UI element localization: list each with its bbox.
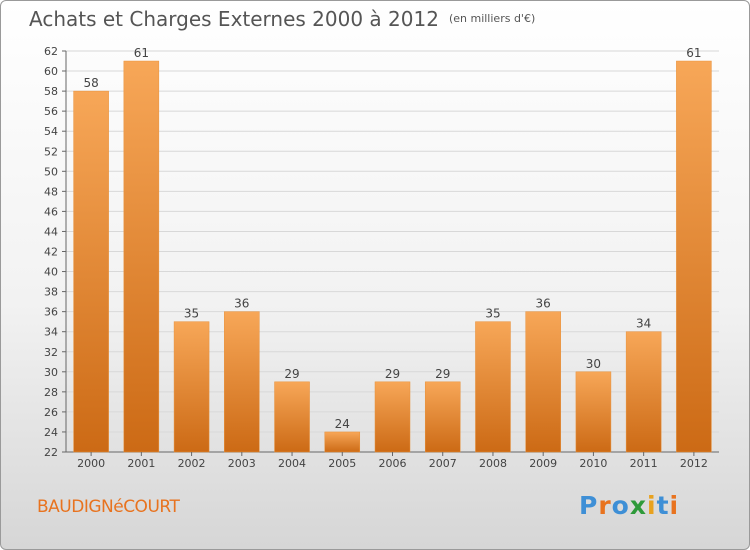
data-label: 34 bbox=[636, 317, 651, 331]
logo-letter: i bbox=[669, 491, 680, 520]
logo-letter: t bbox=[656, 491, 670, 520]
data-label: 36 bbox=[536, 297, 551, 311]
title-unit: (en milliers d'€) bbox=[448, 12, 536, 25]
proxiti-logo: Proxiti bbox=[579, 491, 679, 520]
bar bbox=[224, 311, 260, 453]
x-tick-label: 2012 bbox=[680, 457, 708, 470]
y-tick-label: 26 bbox=[44, 406, 58, 419]
y-tick-label: 62 bbox=[44, 45, 58, 58]
bar bbox=[324, 431, 361, 453]
bar bbox=[625, 331, 662, 453]
data-label: 35 bbox=[485, 307, 500, 321]
bar bbox=[274, 381, 310, 453]
data-label: 29 bbox=[435, 367, 450, 381]
y-tick-label: 42 bbox=[44, 246, 58, 259]
logo-letter: P bbox=[579, 491, 599, 520]
logo-letter: o bbox=[611, 491, 630, 520]
data-label: 61 bbox=[686, 46, 701, 60]
data-label: 35 bbox=[184, 307, 199, 321]
x-tick-label: 2008 bbox=[479, 457, 507, 470]
y-tick-label: 30 bbox=[44, 366, 58, 379]
bar bbox=[73, 90, 109, 453]
y-tick-label: 28 bbox=[44, 386, 58, 399]
data-label: 29 bbox=[385, 367, 400, 381]
city-name: BAUDIGNéCOURT bbox=[37, 497, 180, 517]
x-tick-label: 2011 bbox=[630, 457, 658, 470]
bar bbox=[374, 381, 411, 453]
bar bbox=[424, 381, 461, 453]
logo-letter: i bbox=[647, 491, 657, 520]
y-tick-label: 56 bbox=[44, 105, 58, 118]
y-tick-label: 44 bbox=[44, 225, 58, 238]
y-tick-label: 34 bbox=[44, 326, 58, 339]
y-tick-label: 36 bbox=[44, 306, 58, 319]
bar bbox=[475, 321, 511, 453]
y-tick-label: 48 bbox=[44, 185, 58, 198]
bar bbox=[123, 60, 160, 453]
data-label: 58 bbox=[83, 76, 98, 90]
y-tick-label: 24 bbox=[44, 426, 58, 439]
bar bbox=[525, 311, 561, 453]
y-tick-label: 38 bbox=[44, 286, 58, 299]
x-tick-label: 2004 bbox=[278, 457, 306, 470]
chart-title: Achats et Charges Externes 2000 à 2012 (e… bbox=[29, 7, 535, 31]
x-tick-label: 2006 bbox=[379, 457, 407, 470]
y-tick-label: 40 bbox=[44, 266, 58, 279]
x-tick-label: 2000 bbox=[77, 457, 105, 470]
y-tick-label: 52 bbox=[44, 145, 58, 158]
data-label: 29 bbox=[284, 367, 299, 381]
data-label: 36 bbox=[234, 297, 249, 311]
data-label: 24 bbox=[335, 417, 350, 431]
x-tick-label: 2003 bbox=[228, 457, 256, 470]
x-tick-label: 2005 bbox=[328, 457, 356, 470]
y-tick-label: 50 bbox=[44, 165, 58, 178]
x-tick-label: 2007 bbox=[429, 457, 457, 470]
bar bbox=[575, 371, 612, 453]
data-label: 61 bbox=[134, 46, 149, 60]
x-tick-label: 2009 bbox=[529, 457, 557, 470]
logo-letter: x bbox=[629, 491, 647, 520]
x-tick-label: 2002 bbox=[178, 457, 206, 470]
title-main: Achats et Charges Externes 2000 à 2012 bbox=[29, 7, 439, 31]
y-tick-label: 60 bbox=[44, 65, 58, 78]
bar bbox=[676, 60, 712, 453]
y-tick-label: 58 bbox=[44, 85, 58, 98]
y-tick-label: 46 bbox=[44, 205, 58, 218]
x-tick-label: 2010 bbox=[579, 457, 607, 470]
bar bbox=[173, 321, 210, 453]
logo-letter: r bbox=[598, 491, 612, 520]
x-tick-label: 2001 bbox=[127, 457, 155, 470]
y-tick-label: 32 bbox=[44, 346, 58, 359]
y-tick-label: 22 bbox=[44, 446, 58, 459]
y-tick-label: 54 bbox=[44, 125, 58, 138]
data-label: 30 bbox=[586, 357, 601, 371]
